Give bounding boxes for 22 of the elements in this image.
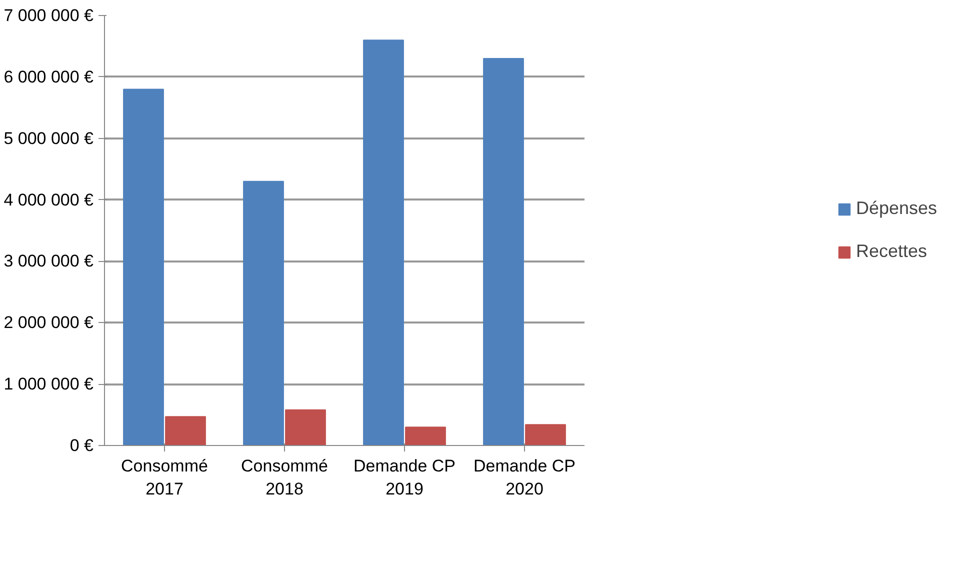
legend-label: Recettes (856, 241, 928, 262)
bar (363, 40, 404, 446)
x-tick-label: Consommé 2018 (241, 456, 328, 498)
bar (243, 180, 284, 446)
y-tick-label: 5 000 000 € (4, 128, 94, 148)
bar (405, 426, 446, 446)
y-tick-label: 2 000 000 € (4, 313, 94, 332)
x-tick-label: Demande CP 2020 (473, 456, 576, 498)
bar (123, 88, 164, 446)
y-tick-label: 3 000 000 € (4, 252, 94, 271)
y-tick-label: 1 000 000 € (4, 374, 94, 394)
y-tick-label: 7 000 000 € (4, 6, 94, 25)
x-tick-label: Consommé 2017 (121, 456, 208, 498)
bar (285, 409, 326, 446)
bar (525, 424, 566, 446)
y-tick-label: 0 € (70, 436, 94, 455)
bar (483, 58, 524, 446)
y-tick-label: 6 000 000 € (4, 67, 94, 86)
bar (165, 416, 206, 446)
x-tick-label: Demande CP 2019 (353, 456, 456, 498)
y-tick-label: 4 000 000 € (4, 190, 94, 210)
legend-label: Dépenses (856, 198, 938, 219)
